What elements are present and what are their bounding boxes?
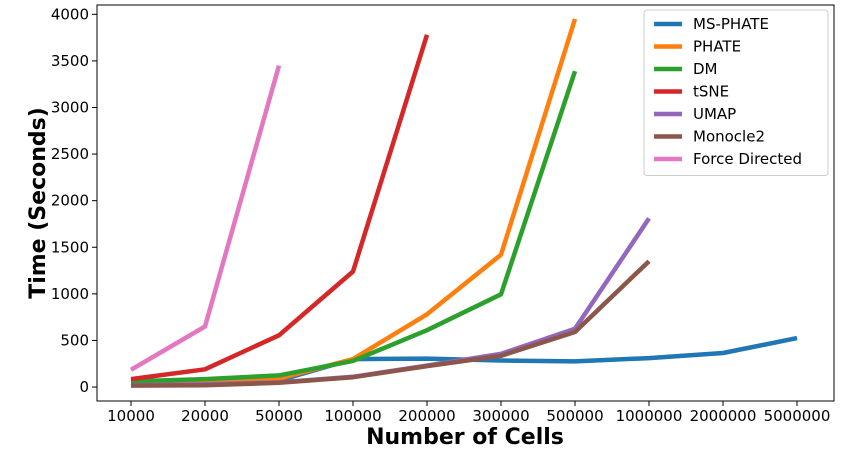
y-tick-label: 2500 bbox=[51, 145, 89, 163]
y-tick-label: 2000 bbox=[51, 192, 89, 210]
x-tick-label: 100000 bbox=[324, 407, 381, 425]
x-axis-title: Number of Cells bbox=[366, 425, 564, 450]
y-tick-label: 1000 bbox=[51, 285, 89, 303]
legend-label: MS-PHATE bbox=[693, 15, 769, 33]
x-tick-label: 500000 bbox=[546, 407, 603, 425]
x-tick-label: 20000 bbox=[181, 407, 229, 425]
y-tick-label: 0 bbox=[79, 378, 89, 396]
y-tick-label: 4000 bbox=[51, 5, 89, 23]
x-axis: 10000 20000 50000 100000 200000 300000 500000 1… bbox=[107, 401, 830, 425]
legend: MS-PHATE PHATE DM tSNE UMAP Monocle2 Force Dir… bbox=[643, 9, 829, 176]
x-tick-label: 300000 bbox=[472, 407, 529, 425]
series-line-force-directed bbox=[129, 64, 282, 372]
legend-label: tSNE bbox=[693, 83, 729, 101]
legend-box bbox=[643, 9, 829, 176]
x-tick-label: 200000 bbox=[398, 407, 455, 425]
series-lines bbox=[129, 18, 798, 388]
legend-label: Force Directed bbox=[693, 150, 802, 168]
legend-label: DM bbox=[693, 60, 718, 78]
x-tick-label: 1000000 bbox=[616, 407, 683, 425]
x-tick-label: 2000000 bbox=[690, 407, 757, 425]
x-tick-label: 5000000 bbox=[764, 407, 831, 425]
y-tick-label: 3500 bbox=[51, 52, 89, 70]
series-line-tsne bbox=[130, 34, 430, 382]
y-tick-label: 1500 bbox=[51, 238, 89, 256]
legend-label: PHATE bbox=[693, 38, 741, 56]
y-axis-title: Time (Seconds) bbox=[26, 107, 51, 299]
y-tick-label: 3000 bbox=[51, 98, 89, 116]
legend-label: UMAP bbox=[693, 105, 736, 123]
x-tick-label: 10000 bbox=[107, 407, 155, 425]
x-tick-label: 50000 bbox=[255, 407, 303, 425]
legend-label: Monocle2 bbox=[693, 128, 765, 146]
series-line-monocle2 bbox=[130, 259, 651, 388]
y-axis: 0 500 1000 1500 2000 2500 3000 3500 4000 bbox=[51, 5, 97, 396]
series-line-dm bbox=[130, 70, 578, 384]
y-tick-label: 500 bbox=[60, 331, 89, 349]
